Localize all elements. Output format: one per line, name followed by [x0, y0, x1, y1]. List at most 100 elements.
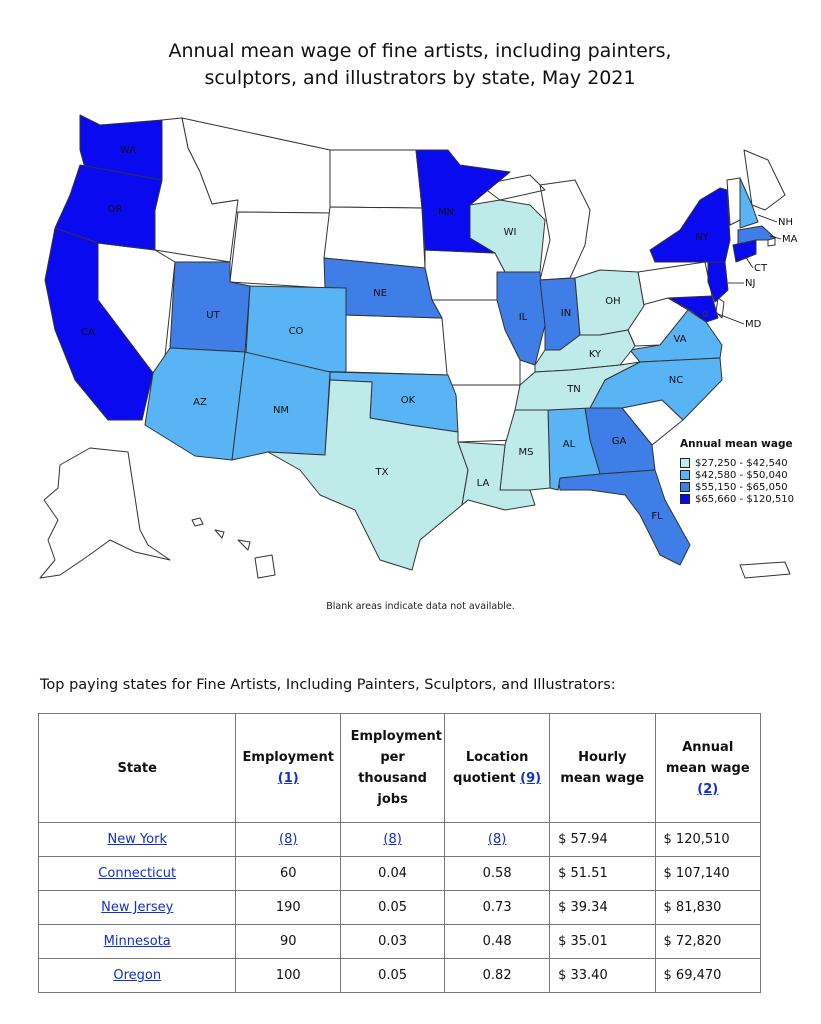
- header-lq-label: Location quotient: [453, 750, 529, 786]
- table-intro: Top paying states for Fine Artists, Incl…: [40, 677, 616, 693]
- cell-state: New York: [37, 822, 237, 857]
- map-title-line-2: sculptors, and illustrators by state, Ma…: [204, 67, 636, 89]
- label-ma: MA: [782, 234, 798, 245]
- state-nd[interactable]: [329, 149, 423, 209]
- state-fl[interactable]: [557, 469, 691, 566]
- footnote-link-8[interactable]: (8): [279, 832, 298, 847]
- us-map-svg: WA OR CA UT CO AZ NM NE OK TX MN WI IL I…: [39, 114, 798, 579]
- state-link-minnesota[interactable]: Minnesota: [103, 934, 171, 949]
- state-mi[interactable]: [479, 174, 591, 281]
- cell-per-thousand: 0.04: [340, 856, 446, 891]
- cell-hourly: $ 35.01: [549, 924, 656, 959]
- label-nh: NH: [778, 217, 793, 228]
- cell-annual: $ 69,470: [654, 958, 762, 993]
- cell-state: Connecticut: [37, 856, 237, 891]
- cell-employment: (8): [235, 822, 342, 857]
- footnote-link-8[interactable]: (8): [383, 832, 402, 847]
- state-ma[interactable]: [737, 225, 776, 245]
- label-mn: MN: [438, 207, 454, 218]
- cell-hourly: $ 57.94: [549, 822, 656, 857]
- cell-lq: 0.73: [444, 890, 551, 925]
- label-nm: NM: [273, 405, 289, 416]
- state-link-new-jersey[interactable]: New Jersey: [101, 900, 174, 915]
- footnote-link-9[interactable]: (9): [520, 771, 542, 786]
- header-location-quotient: Location quotient (9): [444, 713, 551, 823]
- state-ia[interactable]: [424, 249, 506, 301]
- map-title: Annual mean wage of fine artists, includ…: [60, 38, 780, 92]
- state-or[interactable]: [54, 164, 163, 251]
- state-la[interactable]: [457, 441, 536, 511]
- state-de[interactable]: [715, 297, 725, 319]
- state-hi[interactable]: [191, 517, 276, 579]
- legend-title: Annual mean wage: [680, 438, 793, 450]
- state-tx[interactable]: [267, 379, 469, 571]
- state-nj[interactable]: [707, 261, 729, 303]
- header-annual: Annual mean wage (2): [654, 713, 762, 823]
- cell-lq: (8): [444, 822, 551, 857]
- state-link-oregon[interactable]: Oregon: [113, 968, 162, 983]
- state-ca[interactable]: [44, 227, 154, 421]
- cell-state: Minnesota: [37, 924, 237, 959]
- state-sd[interactable]: [323, 206, 426, 269]
- cell-state: Oregon: [37, 958, 237, 993]
- table-header-row: State Employment (1) Employment per thou…: [37, 713, 762, 823]
- footnote-link-8[interactable]: (8): [487, 832, 507, 847]
- table-row: Oregon 100 0.05 0.82 $ 33.40 $ 69,470: [37, 958, 762, 993]
- map-note: Blank areas indicate data not available.: [326, 601, 515, 612]
- cell-employment: 90: [235, 924, 342, 959]
- header-lq-wrap: Location quotient (9): [447, 747, 547, 789]
- state-ct[interactable]: [732, 239, 757, 263]
- header-hourly: Hourly mean wage: [549, 713, 656, 823]
- legend-item: $27,250 - $42,540: [680, 457, 794, 469]
- legend-swatch: [680, 458, 690, 468]
- territory-pr[interactable]: [739, 561, 791, 579]
- footnote-link-1[interactable]: (1): [277, 771, 299, 786]
- cell-annual: $ 120,510: [654, 822, 762, 857]
- state-dc[interactable]: [702, 311, 708, 317]
- table-row: Minnesota 90 0.03 0.48 $ 35.01 $ 72,820: [37, 924, 762, 959]
- state-ak[interactable]: [39, 447, 171, 579]
- state-ny[interactable]: [649, 187, 731, 263]
- header-state: State: [37, 713, 237, 823]
- state-link-new-york[interactable]: New York: [107, 832, 167, 847]
- legend-swatch: [680, 494, 690, 504]
- state-ky[interactable]: [534, 329, 636, 373]
- table-row: New York (8) (8) (8) $ 57.94 $ 120,510: [37, 822, 762, 857]
- state-link-connecticut[interactable]: Connecticut: [98, 866, 177, 881]
- cell-state: New Jersey: [37, 890, 237, 925]
- cell-lq: 0.58: [444, 856, 551, 891]
- state-wy[interactable]: [229, 211, 331, 289]
- footnote-link-2[interactable]: (2): [697, 781, 719, 797]
- header-annual-label: Annual mean wage: [665, 739, 750, 776]
- cell-lq: 0.82: [444, 958, 551, 993]
- legend-label: $27,250 - $42,540: [695, 457, 788, 469]
- cell-employment: 100: [235, 958, 342, 993]
- state-nh[interactable]: [739, 177, 759, 229]
- legend-item: $65,660 - $120,510: [680, 493, 794, 505]
- state-wi[interactable]: [469, 199, 546, 273]
- cell-hourly: $ 51.51: [549, 856, 656, 891]
- cell-per-thousand: (8): [340, 822, 446, 857]
- label-ct: CT: [754, 263, 768, 274]
- header-employment: Employment (1): [235, 713, 342, 823]
- label-nj: NJ: [745, 278, 755, 289]
- leader-line-ct: [744, 255, 754, 269]
- header-per-thousand: Employment per thousand jobs: [340, 713, 446, 823]
- state-me[interactable]: [743, 149, 786, 211]
- header-hourly-label: Hourly mean wage: [560, 750, 645, 786]
- legend-label: $65,660 - $120,510: [695, 493, 795, 505]
- label-ca: CA: [81, 327, 95, 338]
- label-tx: TX: [375, 467, 389, 478]
- label-wa: WA: [120, 145, 136, 156]
- legend-swatch: [680, 470, 690, 480]
- us-map: WA OR CA UT CO AZ NM NE OK TX MN WI IL I…: [0, 100, 821, 600]
- map-legend: Annual mean wage $27,250 - $42,540 $42,5…: [680, 438, 794, 505]
- state-ks[interactable]: [345, 314, 449, 376]
- state-al[interactable]: [547, 407, 601, 491]
- label-md: MD: [745, 319, 762, 330]
- label-co: CO: [289, 326, 304, 337]
- cell-employment: 190: [235, 890, 342, 925]
- state-nc[interactable]: [589, 357, 723, 421]
- legend-swatch: [680, 482, 690, 492]
- label-ms: MS: [519, 447, 534, 458]
